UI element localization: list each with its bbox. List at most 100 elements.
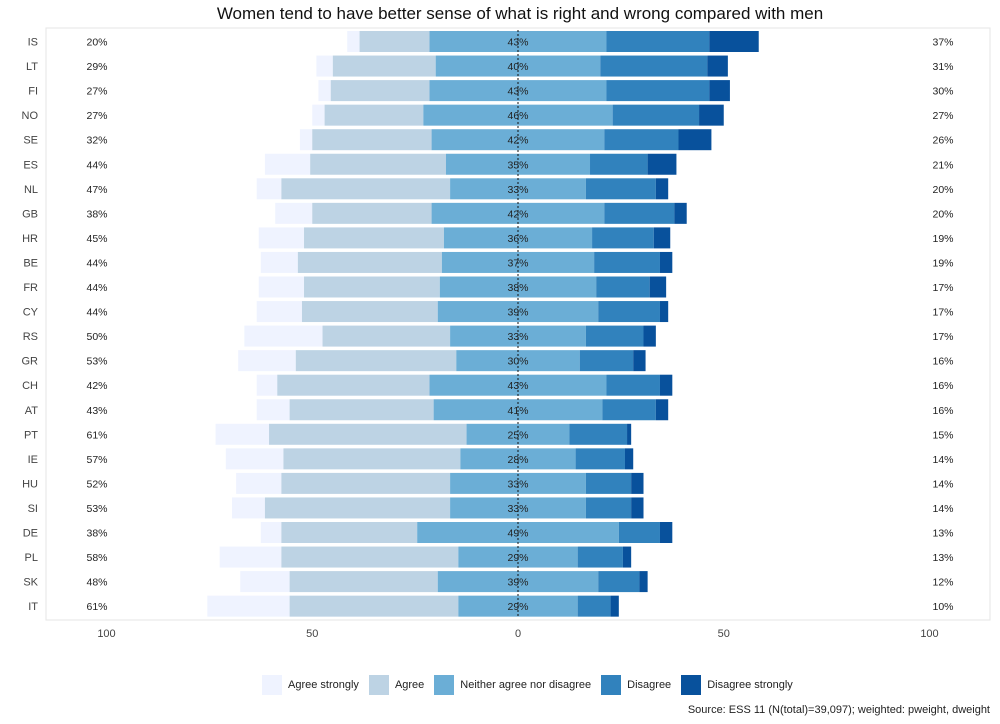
bar-BE-agree-strongly <box>260 251 298 273</box>
bar-CH-agree-strongly <box>256 374 278 396</box>
bar-NL-agree-strongly <box>256 178 282 200</box>
x-tick-label: 50 <box>306 628 318 640</box>
bar-AT-agree-strongly <box>256 399 290 421</box>
bar-IS-disagree <box>606 31 710 52</box>
bar-RS-disagree-strongly <box>643 325 656 347</box>
bar-FI-agree <box>330 80 430 102</box>
category-label-HU: HU <box>22 478 38 490</box>
bar-HR-neither <box>443 227 593 249</box>
disagree-total-label-RS: 17% <box>932 331 953 343</box>
category-label-GR: GR <box>22 356 39 368</box>
category-label-RS: RS <box>23 331 38 343</box>
legend-label-agree: Agree <box>394 679 425 691</box>
bar-GR-disagree-strongly <box>633 350 646 372</box>
bar-IE-disagree <box>575 448 625 470</box>
bar-CH-disagree <box>606 374 660 396</box>
bar-GB-disagree-strongly <box>674 202 687 224</box>
bar-PT-agree <box>269 423 467 445</box>
agree-total-label-HU: 52% <box>86 478 107 490</box>
legend-item-agree-strongly: Agree strongly <box>262 675 359 695</box>
agree-total-label-HR: 45% <box>86 233 107 245</box>
category-label-BE: BE <box>23 257 38 269</box>
bar-SE-disagree <box>604 129 679 151</box>
disagree-total-label-FR: 17% <box>932 282 953 294</box>
disagree-total-label-SK: 12% <box>932 577 953 589</box>
neither-label-GR: 30% <box>507 356 528 368</box>
x-tick-label: 100 <box>920 628 938 640</box>
agree-total-label-CY: 44% <box>86 307 107 319</box>
category-label-CY: CY <box>23 307 39 319</box>
category-label-FI: FI <box>28 86 38 98</box>
legend-item-disagree: Disagree <box>601 675 671 695</box>
bar-GR-disagree <box>579 350 634 372</box>
bar-DE-disagree-strongly <box>659 522 673 543</box>
plot-panel <box>45 27 991 621</box>
disagree-total-label-LT: 31% <box>932 61 953 73</box>
bar-BE-agree <box>297 251 442 273</box>
bar-ES-disagree-strongly <box>647 153 677 175</box>
category-label-PT: PT <box>24 429 38 441</box>
bar-SE-agree-strongly <box>299 129 313 151</box>
category-label-PL: PL <box>25 552 38 564</box>
agree-total-label-FR: 44% <box>86 282 107 294</box>
bar-NO-disagree-strongly <box>699 104 724 126</box>
bar-CY-disagree <box>598 301 660 323</box>
bar-SI-agree-strongly <box>232 497 265 519</box>
legend-swatch-disagree <box>601 675 622 695</box>
bar-RS-disagree <box>585 325 644 347</box>
bar-SK-agree <box>289 571 438 593</box>
bar-RS-agree-strongly <box>244 325 323 347</box>
bar-SI-disagree <box>585 497 632 519</box>
disagree-total-label-SI: 14% <box>932 503 953 515</box>
bar-DE-disagree <box>618 522 660 543</box>
category-label-SE: SE <box>23 135 38 147</box>
bar-AT-agree <box>289 399 434 421</box>
bar-CH-neither <box>429 374 607 396</box>
bar-IT-agree-strongly <box>207 595 290 617</box>
category-label-GB: GB <box>22 208 38 220</box>
bar-AT-neither <box>433 399 603 421</box>
disagree-total-label-NL: 20% <box>932 184 953 196</box>
category-label-NO: NO <box>22 110 39 122</box>
neither-label-DE: 49% <box>507 528 528 540</box>
bar-CY-disagree-strongly <box>659 301 669 323</box>
bar-HR-agree <box>304 227 444 249</box>
chart-title: Women tend to have better sense of what … <box>216 4 824 23</box>
bar-SK-neither <box>437 571 599 593</box>
category-label-NL: NL <box>24 184 38 196</box>
neither-label-HU: 33% <box>507 478 528 490</box>
bar-CY-agree-strongly <box>256 301 302 323</box>
bar-HR-disagree-strongly <box>653 227 671 249</box>
disagree-total-label-IE: 14% <box>932 454 953 466</box>
bar-GR-neither <box>456 350 580 372</box>
bar-PL-disagree <box>577 546 623 568</box>
bar-AT-disagree-strongly <box>655 399 669 421</box>
legend-item-disagree-strongly: Disagree strongly <box>681 675 793 695</box>
bar-ES-neither <box>445 153 591 175</box>
bar-IE-agree-strongly <box>225 448 284 470</box>
bar-IE-disagree-strongly <box>624 448 634 470</box>
bar-SE-agree <box>312 129 432 151</box>
bar-GB-neither <box>431 202 605 224</box>
disagree-total-label-CY: 17% <box>932 307 953 319</box>
neither-label-NL: 33% <box>507 184 528 196</box>
agree-total-label-PT: 61% <box>86 429 107 441</box>
bar-IT-disagree <box>577 595 611 617</box>
legend-label-neither: Neither agree nor disagree <box>460 679 592 691</box>
disagree-total-label-IT: 10% <box>932 601 953 613</box>
legend-swatch-disagree-strongly <box>681 675 702 695</box>
bar-NO-disagree <box>612 104 700 126</box>
bar-IT-agree <box>289 595 459 617</box>
bar-NL-agree <box>281 178 451 200</box>
bar-NO-agree-strongly <box>312 104 325 126</box>
bar-NO-agree <box>324 104 424 126</box>
legend-label-agree-strongly: Agree strongly <box>288 679 359 691</box>
bar-GB-agree-strongly <box>275 202 313 224</box>
bar-DE-neither <box>417 522 619 543</box>
category-label-SK: SK <box>23 577 38 589</box>
agree-total-label-IT: 61% <box>86 601 107 613</box>
neither-label-NO: 46% <box>507 110 528 122</box>
bar-IS-disagree-strongly <box>709 31 759 52</box>
bar-RS-agree <box>322 325 451 347</box>
